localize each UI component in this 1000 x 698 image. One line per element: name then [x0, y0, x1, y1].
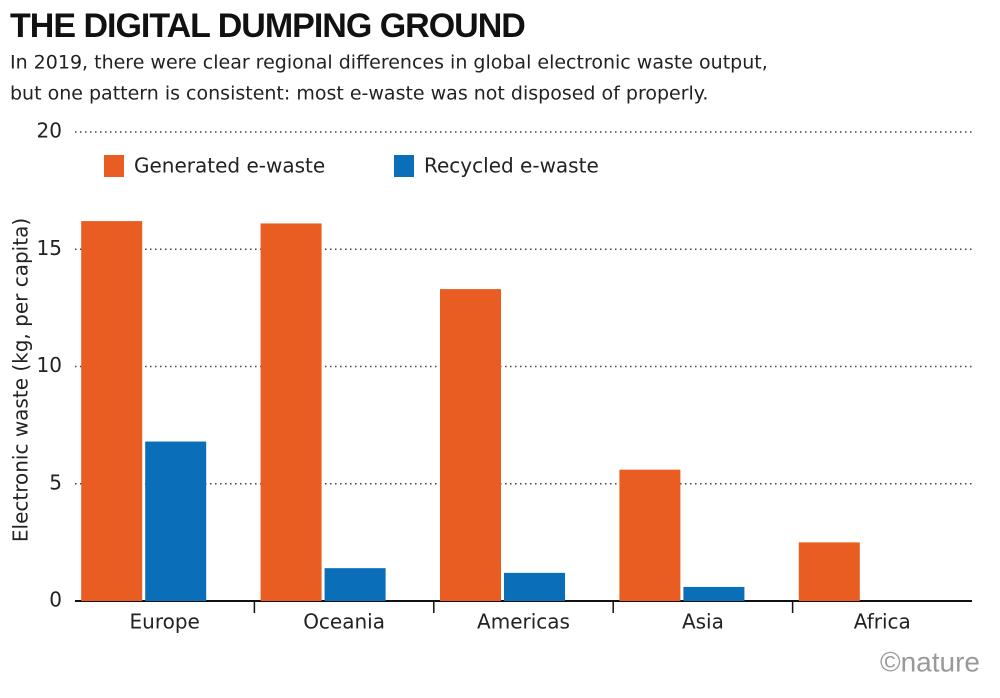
bar: [798, 542, 860, 601]
x-tick-label: Africa: [854, 610, 911, 634]
legend-swatch: [394, 155, 414, 177]
y-tick-label: 5: [49, 470, 62, 494]
chart-title: THE DIGITAL DUMPING GROUND: [10, 7, 525, 45]
subtitle: In 2019, there were clear regional diffe…: [10, 52, 768, 74]
y-tick-label: 0: [49, 588, 62, 612]
bar: [324, 568, 386, 601]
y-tick-label: 20: [37, 119, 62, 143]
bar: [504, 572, 565, 601]
credit: ©nature: [880, 646, 980, 677]
x-tick-label: Asia: [682, 610, 724, 634]
bar: [619, 469, 681, 601]
bar: [683, 586, 745, 601]
bar: [260, 223, 322, 601]
subtitle: but one pattern is consistent: most e-wa…: [10, 83, 708, 105]
y-axis-label: Electronic waste (kg, per capita): [9, 218, 33, 542]
legend-swatch: [104, 155, 124, 177]
bar: [145, 441, 207, 601]
bar: [440, 289, 501, 601]
legend-label: Recycled e-waste: [424, 154, 599, 178]
x-tick-label: Europe: [130, 610, 200, 634]
legend-label: Generated e-waste: [134, 154, 325, 178]
y-tick-label: 15: [37, 236, 62, 260]
x-tick-label: Americas: [477, 610, 570, 634]
x-tick-label: Oceania: [303, 610, 385, 634]
y-tick-label: 10: [37, 353, 62, 377]
bar: [81, 221, 143, 602]
